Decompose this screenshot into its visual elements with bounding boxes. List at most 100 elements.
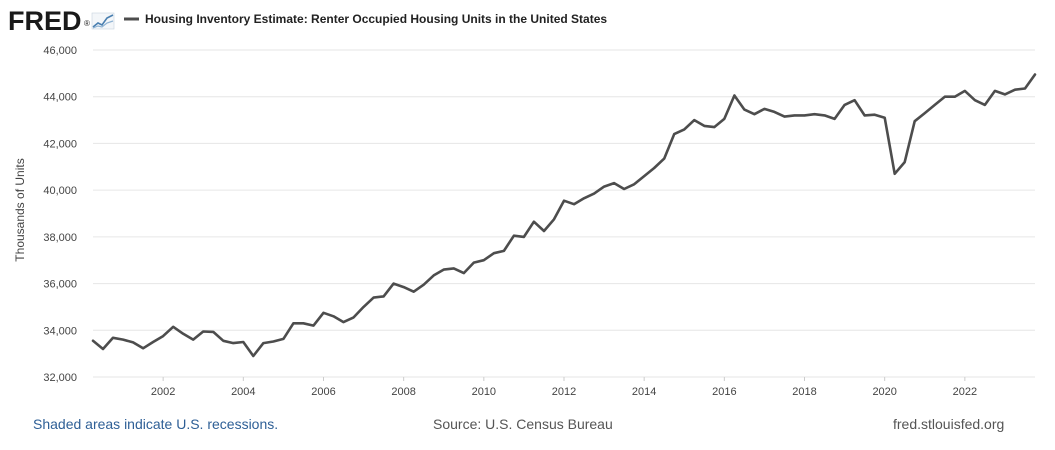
data-point	[753, 113, 756, 115]
data-point	[583, 197, 585, 199]
data-point	[964, 90, 966, 92]
data-point	[172, 326, 174, 328]
data-point	[914, 120, 916, 122]
data-point	[383, 295, 385, 297]
data-point	[302, 322, 304, 324]
data-point	[824, 114, 826, 116]
x-tick-label: 2004	[231, 386, 255, 398]
data-point	[653, 167, 655, 169]
data-point	[934, 104, 936, 106]
x-tick-label: 2018	[792, 386, 816, 398]
y-tick-label: 44,000	[43, 92, 77, 104]
data-point	[252, 355, 254, 357]
data-point	[102, 348, 104, 350]
data-point	[573, 203, 575, 205]
data-point	[353, 316, 355, 318]
data-point	[663, 158, 665, 160]
y-tick-label: 40,000	[43, 185, 77, 197]
data-point	[1004, 93, 1006, 95]
data-point	[1034, 73, 1036, 76]
data-point	[703, 125, 705, 127]
data-point	[272, 340, 274, 343]
data-point	[132, 341, 134, 343]
data-point	[403, 286, 405, 288]
data-point	[262, 342, 264, 344]
data-point	[563, 200, 565, 202]
grid-lines	[93, 49, 1035, 381]
data-point	[763, 108, 766, 110]
data-point	[904, 161, 906, 163]
data-point	[1024, 87, 1026, 90]
data-point	[1014, 89, 1016, 91]
data-point	[162, 335, 164, 337]
x-tick-label: 2022	[953, 386, 977, 398]
data-point	[423, 284, 425, 286]
data-point	[813, 113, 816, 115]
x-tick-label: 2020	[872, 386, 896, 398]
chart-title: Housing Inventory Estimate: Renter Occup…	[145, 12, 607, 26]
data-point	[493, 252, 495, 254]
data-point	[633, 183, 635, 185]
data-point	[954, 96, 956, 98]
data-point	[332, 315, 335, 317]
data-point	[803, 114, 806, 116]
x-tick-label: 2006	[311, 386, 335, 398]
y-tick-label: 34,000	[43, 325, 77, 337]
data-point	[292, 322, 294, 324]
y-axis-label: Thousands of Units	[13, 158, 27, 261]
data-point	[453, 267, 455, 269]
x-tick-label: 2012	[552, 386, 576, 398]
data-point	[413, 291, 415, 293]
y-axis-tick-labels: 32,000 34,000 36,000 38,000 40,000 42,000 44,0…	[43, 45, 77, 384]
data-point	[473, 262, 475, 264]
data-point	[793, 114, 796, 116]
data-point	[433, 274, 435, 276]
data-point	[743, 109, 746, 111]
fred-logo[interactable]: FRED ®	[8, 6, 115, 36]
data-point	[373, 297, 375, 299]
data-point	[994, 90, 996, 92]
fred-logo-text: FRED	[8, 6, 82, 36]
data-point	[242, 341, 244, 343]
data-point	[864, 114, 866, 116]
data-point	[232, 342, 234, 344]
data-point	[773, 111, 776, 113]
x-tick-label: 2008	[391, 386, 415, 398]
fred-logo-chart-icon	[91, 12, 115, 30]
data-point	[884, 117, 886, 119]
data-point	[182, 333, 184, 335]
data-point	[683, 128, 685, 130]
site-url[interactable]: fred.stlouisfed.org	[893, 416, 1005, 432]
recession-note-link[interactable]: Shaded areas indicate U.S. recessions.	[33, 416, 279, 432]
data-point	[222, 340, 224, 342]
data-point	[202, 330, 204, 333]
data-point	[854, 99, 856, 101]
y-tick-label: 32,000	[43, 372, 77, 384]
data-point	[122, 339, 124, 341]
data-point	[152, 341, 154, 343]
data-point	[312, 325, 315, 327]
data-series	[91, 73, 1037, 358]
x-axis-tick-labels: 2002 2004 2006 2008 2010 2012 2014 2016 2018 2020…	[151, 386, 977, 398]
y-tick-label: 46,000	[43, 45, 77, 57]
data-point	[483, 259, 485, 261]
data-point	[543, 230, 545, 232]
data-point	[924, 112, 926, 114]
data-point	[834, 118, 836, 120]
data-point	[513, 235, 515, 237]
data-point	[192, 339, 194, 341]
data-point	[212, 331, 214, 333]
data-point	[533, 221, 535, 223]
data-point	[844, 104, 846, 106]
registered-mark: ®	[84, 19, 90, 28]
data-point	[463, 272, 465, 274]
x-tick-label: 2010	[472, 386, 496, 398]
data-point	[693, 119, 695, 121]
data-point	[723, 118, 725, 120]
data-point	[673, 133, 675, 135]
data-point	[443, 269, 445, 271]
data-point	[944, 96, 946, 98]
data-point	[282, 338, 284, 340]
data-point	[783, 116, 786, 118]
data-point	[713, 126, 715, 128]
